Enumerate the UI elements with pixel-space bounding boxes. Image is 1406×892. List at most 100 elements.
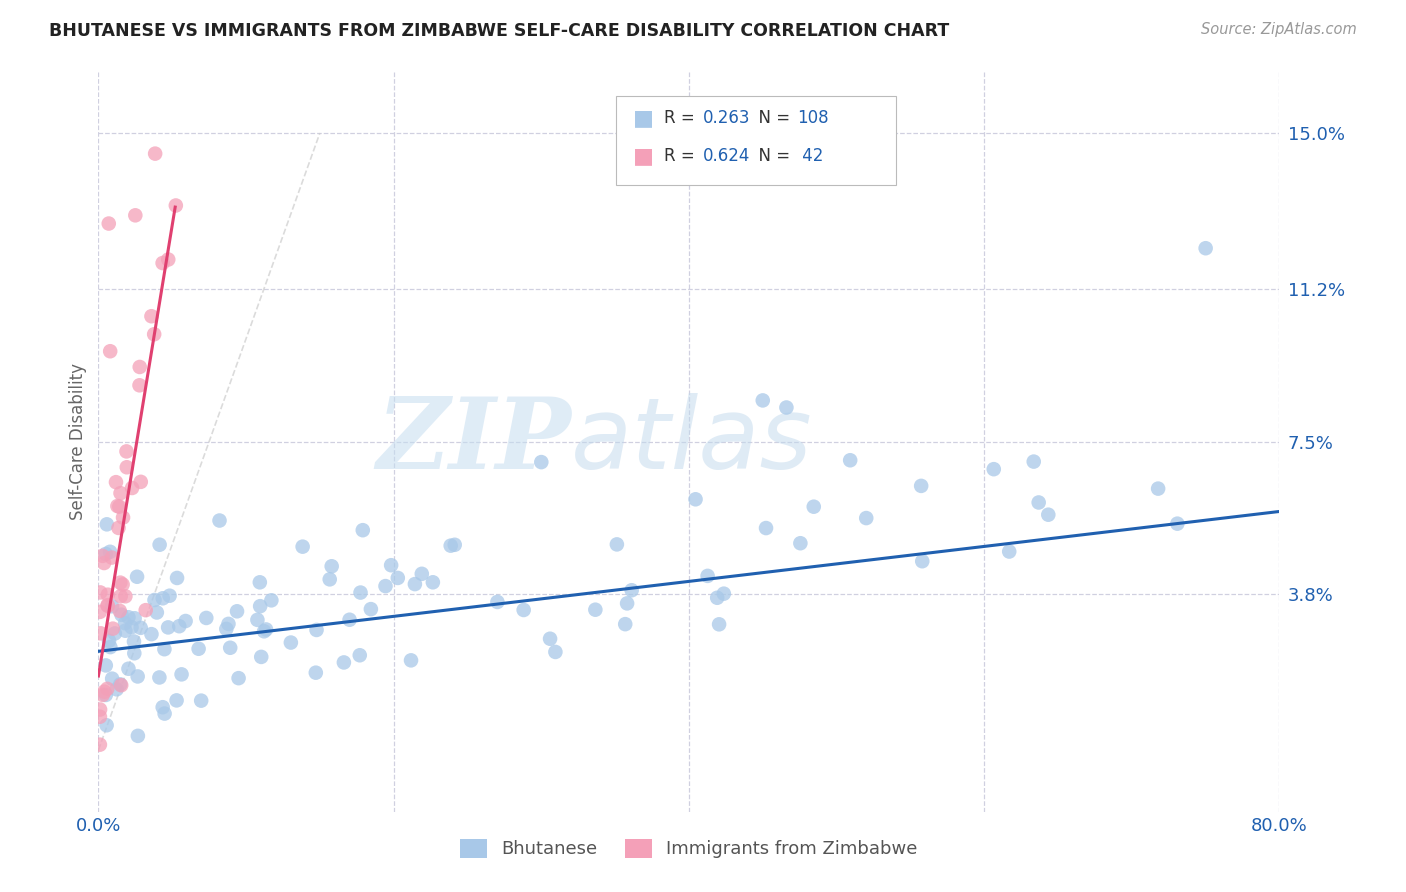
Point [755, 521, 778, 535]
Point [167, 619, 190, 633]
Point [125, 570, 148, 584]
Point [321, 559, 343, 574]
Point [706, 591, 728, 605]
Point [530, 455, 553, 469]
Point [246, 613, 269, 627]
Point [94, 547, 117, 561]
Point [98, 640, 121, 654]
Point [117, 662, 139, 676]
Point [170, 667, 193, 681]
Point [105, 499, 128, 513]
Point [114, 589, 136, 603]
Point [360, 602, 382, 616]
Point [152, 700, 174, 714]
Point [143, 146, 166, 161]
Point [349, 648, 371, 663]
Point [108, 500, 131, 514]
Point [404, 577, 426, 591]
Point [122, 634, 145, 648]
Point [352, 523, 374, 537]
Point [93, 556, 115, 570]
Point [512, 603, 534, 617]
Point [775, 401, 797, 415]
Point [157, 252, 180, 267]
Point [544, 645, 567, 659]
Point [128, 378, 150, 392]
Point [440, 539, 463, 553]
Point [911, 554, 934, 568]
Point [1166, 516, 1188, 531]
Point [101, 550, 124, 565]
Point [94, 658, 117, 673]
Point [998, 544, 1021, 558]
Point [291, 540, 314, 554]
Point [217, 616, 239, 631]
Point [399, 653, 422, 667]
Point [107, 521, 129, 535]
Point [110, 575, 132, 590]
Point [253, 624, 276, 639]
Point [97, 599, 120, 613]
Point [98, 545, 121, 559]
Point [146, 606, 169, 620]
Point [219, 640, 242, 655]
Point [190, 693, 212, 707]
Point [333, 656, 356, 670]
Text: ■: ■ [633, 108, 654, 128]
Point [249, 599, 271, 614]
Point [349, 585, 371, 599]
Point [121, 481, 143, 495]
Point [149, 538, 172, 552]
Point [96, 681, 118, 696]
Point [89, 605, 111, 619]
Point [93, 684, 115, 698]
Point [387, 571, 409, 585]
Point [319, 572, 342, 586]
Point [97, 588, 120, 602]
Point [166, 571, 188, 585]
Point [101, 599, 124, 614]
Point [97, 217, 120, 231]
Text: 0.624: 0.624 [703, 147, 751, 165]
Point [96, 517, 118, 532]
Point [616, 596, 638, 610]
Point [174, 614, 197, 628]
Point [89, 702, 111, 716]
Point [111, 577, 134, 591]
Point [97, 598, 120, 612]
Point [374, 579, 396, 593]
Point [685, 492, 707, 507]
Point [152, 256, 174, 270]
Point [195, 611, 218, 625]
Point [166, 693, 188, 707]
Point [422, 575, 444, 590]
Point [159, 589, 181, 603]
Text: BHUTANESE VS IMMIGRANTS FROM ZIMBABWE SELF-CARE DISABILITY CORRELATION CHART: BHUTANESE VS IMMIGRANTS FROM ZIMBABWE SE… [49, 22, 949, 40]
Point [983, 462, 1005, 476]
Point [165, 198, 187, 212]
Point [696, 569, 718, 583]
Point [855, 511, 877, 525]
Point [153, 706, 176, 721]
Point [157, 620, 180, 634]
Point [305, 665, 328, 680]
Point [101, 672, 124, 686]
Text: Source: ZipAtlas.com: Source: ZipAtlas.com [1201, 22, 1357, 37]
Point [128, 359, 150, 374]
Point [1147, 482, 1170, 496]
Point [226, 604, 249, 618]
Point [583, 603, 606, 617]
Point [115, 460, 138, 475]
Point [606, 537, 628, 551]
Point [280, 635, 302, 649]
Point [124, 208, 146, 222]
Point [89, 585, 111, 599]
Point [254, 623, 277, 637]
Point [249, 575, 271, 590]
Point [121, 620, 143, 634]
Point [141, 627, 163, 641]
Point [443, 538, 465, 552]
Point [839, 453, 862, 467]
Point [707, 617, 730, 632]
Point [89, 710, 111, 724]
